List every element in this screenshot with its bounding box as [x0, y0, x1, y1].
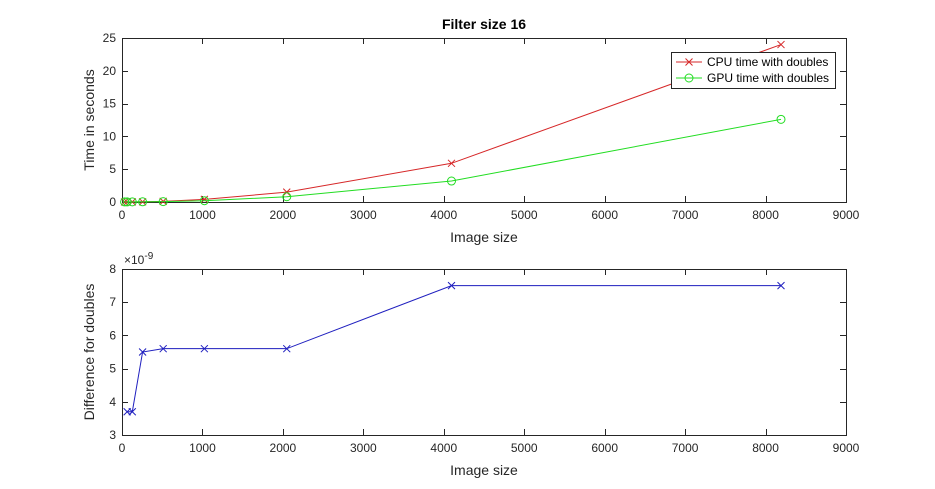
data-point: [200, 344, 209, 353]
legend: CPU time with doubles GPU time with doubl…: [671, 52, 836, 89]
y-tick-label: 15: [103, 97, 117, 111]
data-point: [122, 197, 132, 207]
legend-box: [671, 52, 836, 89]
y-tick-label: 0: [109, 195, 116, 209]
y-tick-label: 5: [109, 362, 116, 376]
x-tick-label: 2000: [270, 441, 297, 455]
data-point: [282, 192, 292, 202]
x-axis-label: Image size: [450, 462, 518, 478]
x-tick-label: 2000: [270, 208, 297, 222]
x-tick-label: 1000: [189, 441, 216, 455]
chart-title: Filter size 16: [442, 16, 526, 32]
y-tick-label: 3: [109, 428, 116, 442]
y-tick-label: 10: [103, 129, 117, 143]
y-tick-label: 6: [109, 328, 116, 342]
x-tick-label: 9000: [833, 441, 860, 455]
y-tick-label: 5: [109, 162, 116, 176]
x-tick-label: 6000: [591, 208, 618, 222]
data-point: [447, 176, 457, 186]
x-tick-label: 3000: [350, 441, 377, 455]
legend-marker: [684, 73, 694, 83]
data-point: [282, 188, 291, 197]
data-point: [158, 197, 168, 207]
x-tick-label: 6000: [591, 441, 618, 455]
x-tick-label: 8000: [752, 441, 779, 455]
axes-box: [122, 38, 847, 203]
x-tick-label: 8000: [752, 208, 779, 222]
data-point: [128, 407, 137, 416]
data-point: [447, 159, 456, 168]
x-tick-label: 0: [119, 208, 126, 222]
legend-marker: [685, 58, 693, 66]
x-tick-label: 4000: [430, 208, 457, 222]
x-tick-label: 7000: [672, 208, 699, 222]
data-point: [138, 197, 148, 207]
x-tick-label: 0: [119, 441, 126, 455]
y-tick-label: 25: [103, 31, 117, 45]
x-axis-label: Image size: [450, 229, 518, 245]
data-point: [282, 344, 291, 353]
subplot-1: 0 1000 2000 3000 4000 5000 6000 7000 8000 9000 0 5 1…: [81, 16, 860, 245]
x-tick-label: 4000: [430, 441, 457, 455]
y-tick-label: 8: [109, 262, 116, 276]
y-tick-label: 20: [103, 64, 117, 78]
data-point: [777, 281, 785, 290]
y-axis-label: Time in seconds: [81, 69, 97, 170]
plot-area: [122, 269, 846, 435]
legend-label: GPU time with doubles: [707, 71, 829, 85]
y-tick-label: 7: [109, 295, 116, 309]
x-tick-label: 9000: [833, 208, 860, 222]
y-exponent-label: ×10-9: [124, 251, 154, 267]
x-tick-label: 7000: [672, 441, 699, 455]
y-tick-label: 4: [109, 395, 116, 409]
data-point: [127, 197, 137, 207]
data-point: [138, 348, 147, 356]
data-point: [776, 114, 786, 124]
data-point: [199, 196, 209, 206]
data-point: [447, 281, 456, 290]
x-tick-label: 1000: [189, 208, 216, 222]
data-point: [777, 40, 785, 49]
x-tick-label: 3000: [350, 208, 377, 222]
legend-label: CPU time with doubles: [707, 55, 828, 69]
axes-box: [122, 269, 847, 436]
data-point: [159, 344, 168, 353]
x-tick-label: 5000: [511, 441, 538, 455]
y-axis-label: Difference for doubles: [81, 284, 97, 421]
subplot-2: 0 1000 2000 3000 4000 5000 6000 7000 8000 9000 3 4 5…: [81, 251, 860, 478]
series-line-1: [127, 285, 781, 413]
x-tick-label: 5000: [511, 208, 538, 222]
